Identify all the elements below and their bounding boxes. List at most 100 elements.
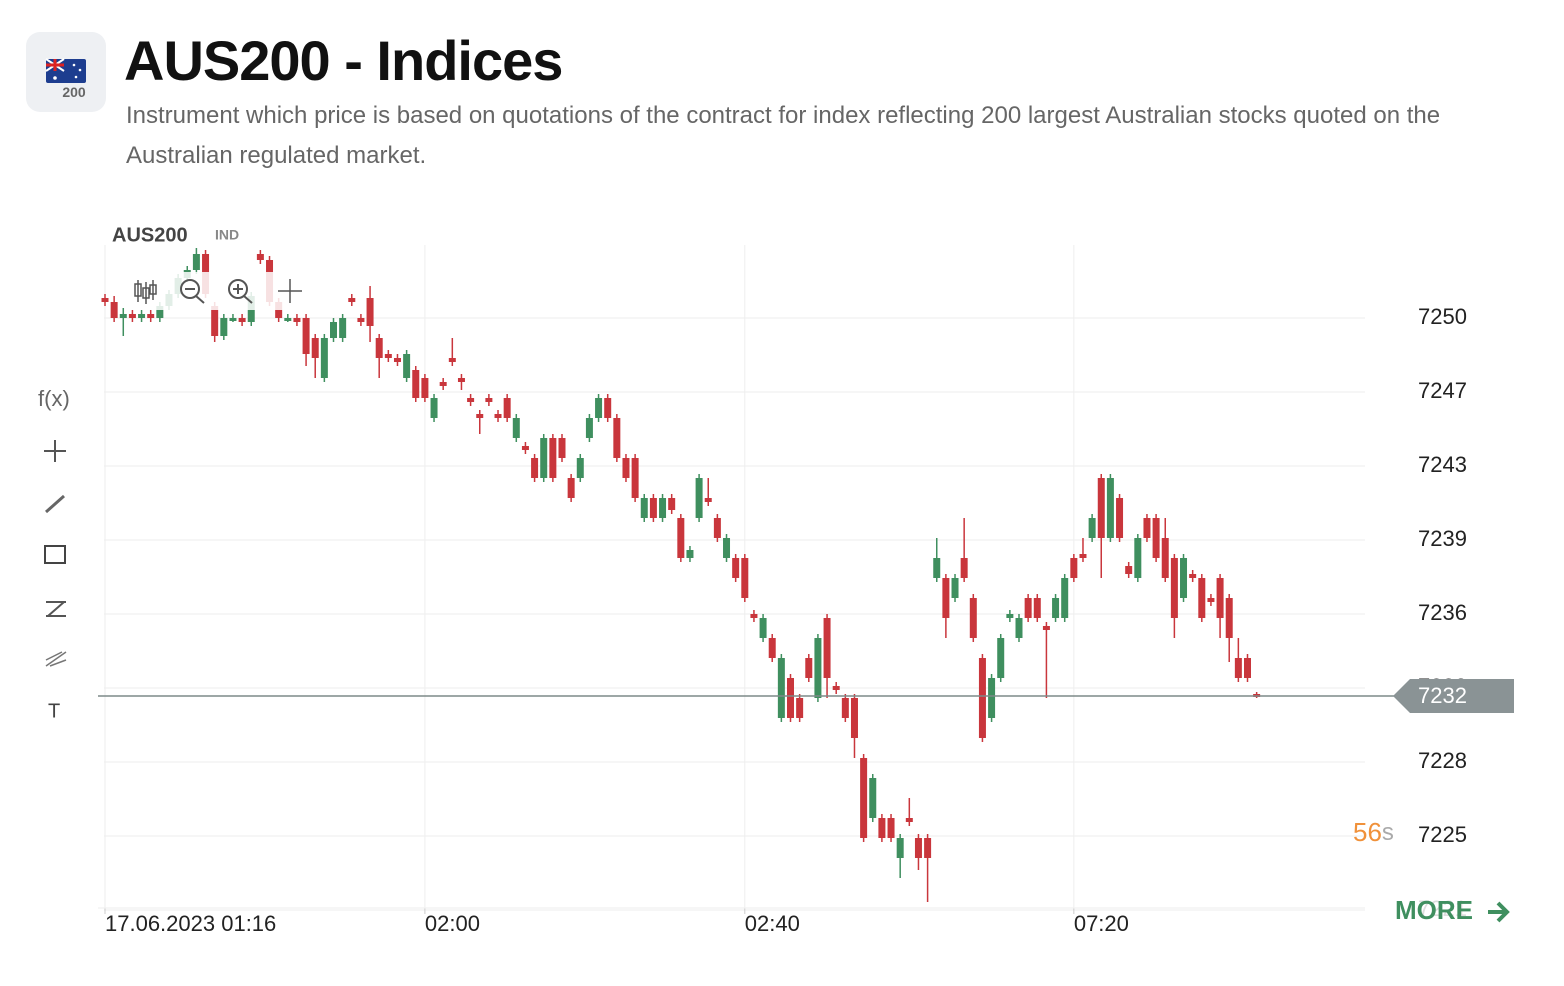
candle-body	[1015, 618, 1023, 638]
text-tool[interactable]: T	[48, 700, 60, 722]
candle-body	[1234, 658, 1242, 678]
candle-body	[421, 378, 429, 398]
rectangle-tool[interactable]	[44, 545, 66, 564]
candle-body	[1125, 566, 1133, 574]
candle-body	[677, 518, 685, 558]
candle-body	[576, 458, 584, 478]
candle-body	[339, 318, 347, 338]
candle-body	[256, 254, 264, 260]
x-tick-label: 07:20	[1074, 911, 1129, 936]
candle-body	[192, 254, 200, 270]
candle-body	[393, 358, 401, 362]
candle-body	[905, 818, 913, 822]
candle-body	[997, 638, 1005, 678]
candle-body	[1079, 554, 1087, 558]
candle-body	[101, 298, 109, 302]
candle-body	[841, 698, 849, 718]
candle-body	[467, 398, 475, 402]
pitchfork-tool[interactable]	[45, 651, 67, 667]
candle-body	[933, 558, 941, 578]
candle-body	[1006, 614, 1014, 618]
candle-body	[476, 414, 484, 418]
y-tick-label: 7236	[1418, 600, 1467, 625]
candle-body	[439, 382, 447, 386]
candle-body	[558, 438, 566, 458]
candle-body	[823, 618, 831, 678]
candle-body	[951, 578, 959, 598]
candle-body	[1198, 578, 1206, 618]
icon-label: 200	[62, 84, 86, 100]
more-link[interactable]: MORE	[1395, 895, 1510, 925]
candle-body	[960, 558, 968, 578]
candle-body	[302, 318, 310, 354]
candle-body	[1052, 598, 1060, 618]
candle-body	[1106, 478, 1114, 538]
y-tick-label: 7243	[1418, 452, 1467, 477]
candle-body	[1225, 598, 1233, 638]
candle-body	[1143, 518, 1151, 538]
candle-body	[723, 538, 731, 558]
candle-body	[156, 306, 164, 318]
candle-body	[457, 378, 465, 382]
candle-body	[704, 498, 712, 502]
candle-body	[896, 838, 904, 858]
candle-body	[649, 498, 657, 518]
candle-body	[978, 658, 986, 738]
candle-body	[311, 338, 319, 358]
instrument-icon: 200	[26, 32, 106, 112]
crosshair-tool[interactable]	[44, 440, 66, 462]
candle-body	[1033, 598, 1041, 618]
candle-body	[348, 298, 356, 302]
candle-body	[229, 318, 237, 321]
candle-body	[138, 314, 146, 318]
candle-body	[220, 318, 228, 336]
chart-type-button[interactable]	[134, 280, 157, 304]
candle-body	[659, 498, 667, 518]
x-tick-label: 02:00	[425, 911, 480, 936]
candle-body	[732, 558, 740, 578]
candle-body	[512, 418, 520, 438]
candle-body	[988, 678, 996, 718]
countdown: 56s	[1353, 817, 1394, 847]
y-tick-label: 7247	[1418, 378, 1467, 403]
candle-body	[741, 558, 749, 598]
fib-tool[interactable]	[46, 601, 66, 617]
candle-body	[805, 658, 813, 678]
y-tick-label: 7250	[1418, 304, 1467, 329]
candle-body	[412, 370, 420, 398]
candle-body	[1042, 626, 1050, 630]
drawing-toolbar: f(x) T	[38, 386, 70, 722]
more-text[interactable]: MORE	[1395, 895, 1473, 925]
candle-body	[1134, 538, 1142, 578]
candle-body	[448, 358, 456, 362]
candle-body	[585, 418, 593, 438]
candle-body	[787, 678, 794, 718]
y-tick-label: 7228	[1418, 748, 1467, 773]
candle-body	[869, 778, 877, 818]
candle-body	[887, 818, 895, 838]
zoom-out-button[interactable]	[180, 279, 205, 304]
candle-body	[320, 338, 328, 378]
candle-body	[110, 302, 118, 318]
candles	[101, 248, 1261, 902]
candle-body	[924, 838, 932, 858]
candle-body	[686, 550, 694, 558]
candle-body	[1161, 538, 1169, 578]
flag	[45, 58, 86, 83]
candle-body	[284, 318, 292, 321]
candle-body	[1244, 658, 1251, 678]
function-tool[interactable]: f(x)	[38, 386, 70, 411]
candle-body	[814, 638, 822, 698]
candle-body	[878, 818, 886, 838]
candle-body	[549, 438, 557, 478]
countdown-value: 56	[1353, 817, 1382, 847]
candle-body	[119, 314, 127, 318]
pan-button[interactable]	[278, 279, 302, 303]
candle-body	[1152, 518, 1160, 558]
zoom-in-button[interactable]	[228, 279, 253, 304]
line-tool[interactable]	[45, 494, 65, 514]
countdown-unit: s	[1382, 819, 1394, 846]
candle-body	[330, 322, 337, 338]
candle-body	[860, 758, 868, 838]
candle-body	[366, 298, 374, 326]
